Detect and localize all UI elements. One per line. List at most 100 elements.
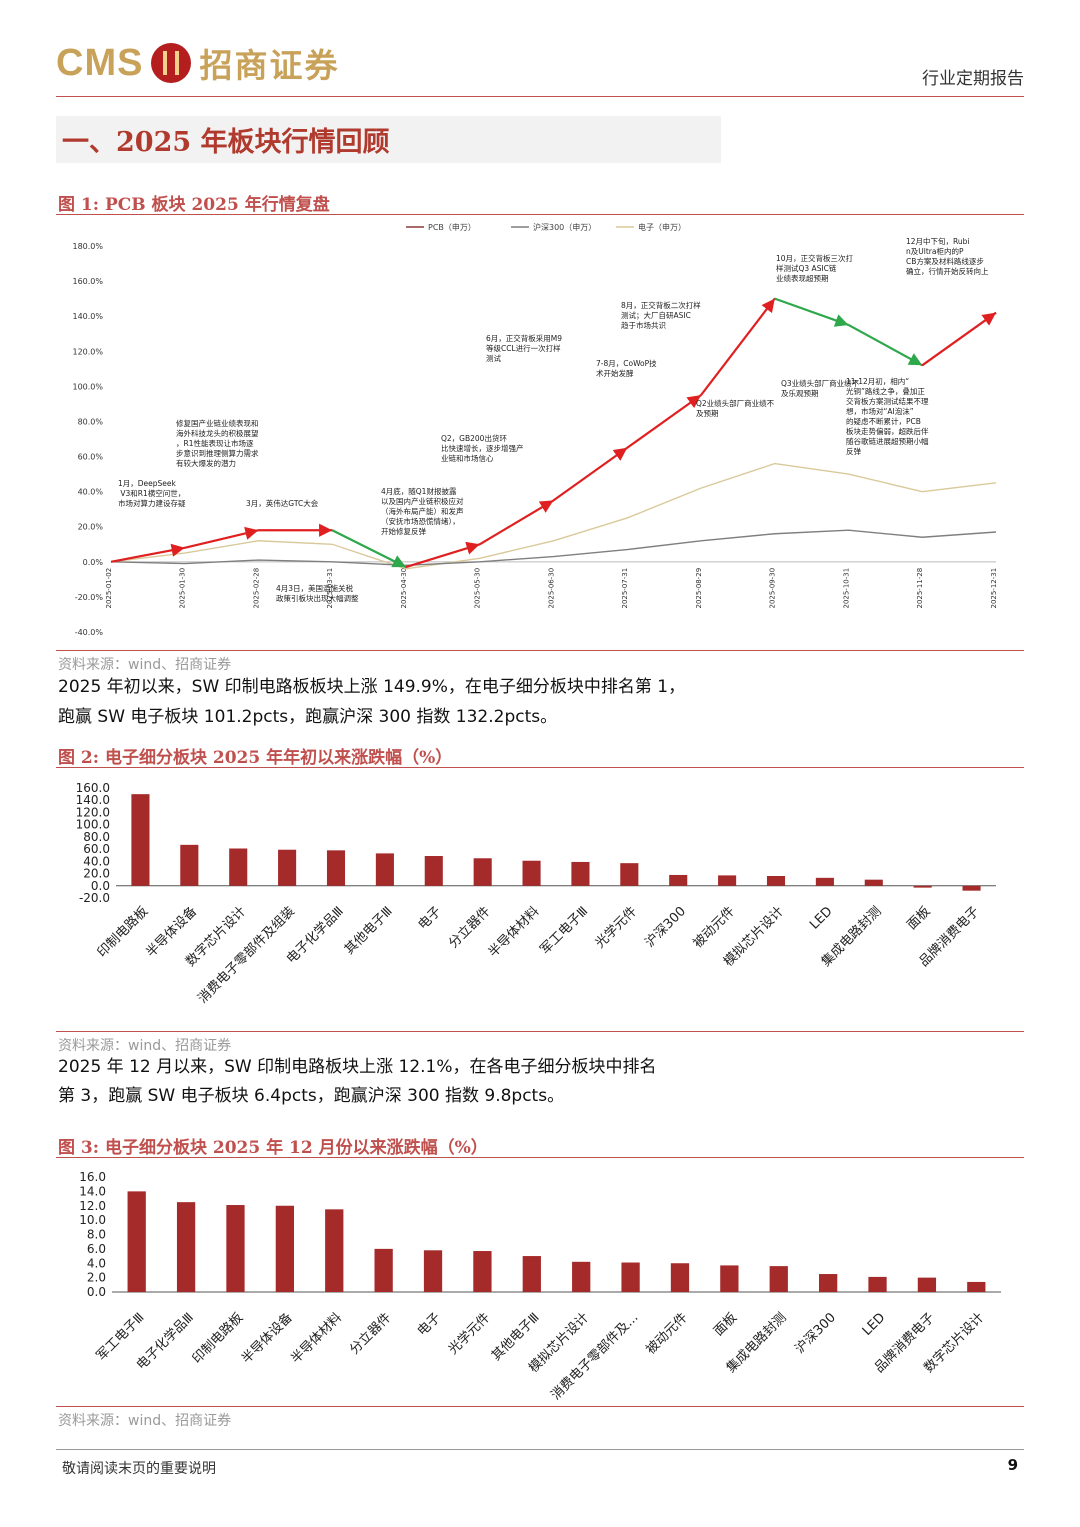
chart-annotation: Q3业绩头部厂商业绩不及乐观预期: [781, 378, 860, 398]
logo-text-cn: 招商证券: [199, 46, 340, 85]
category-label: 光学元件: [445, 1310, 493, 1358]
footer-note: 敬请阅读末页的重要说明: [62, 1461, 216, 1477]
section-title-background: [56, 116, 721, 163]
bar: [967, 1281, 986, 1292]
chart-annotation: 12月中下旬，Rubi n及Ultra柜内的P CB方案及材料路线逐步确立，行情开始…: [906, 236, 989, 276]
chart-annotation: 修复国产业链业绩表现和海外科技龙头的积极展望，R1性能表现让市场逐步意识到推理侧…: [176, 418, 259, 468]
uptrend-arrow: [405, 541, 481, 569]
y-tick-label: 20.0%: [78, 523, 104, 532]
footer-divider: [56, 1449, 1024, 1450]
bar: [913, 885, 932, 888]
uptrend-arrow: [479, 499, 555, 546]
uptrend-arrow: [921, 311, 997, 367]
category-label: 被动元件: [643, 1310, 690, 1357]
legend-label: 沪深300（申万）: [533, 222, 596, 232]
bar: [127, 1191, 146, 1292]
bar: [275, 1205, 294, 1292]
chart-annotation: 8月，正交背板二次打样测试；大厂自研ASIC 趋于市场共识: [621, 300, 701, 330]
y-tick-label: 14.0: [79, 1184, 106, 1198]
category-label: 分立器件: [446, 904, 493, 951]
figure3-bottom-rule: [56, 1406, 1024, 1407]
y-tick-label: -40.0%: [75, 628, 104, 637]
chart-annotation: 1月，DeepSeek V3和R1横空问世，市场对算力建设存疑: [118, 479, 186, 508]
category-label: 半导体材料: [486, 904, 543, 961]
category-label: 军工电子Ⅲ: [538, 904, 592, 958]
y-tick-label: 160.0%: [72, 277, 103, 286]
category-label: 分立器件: [347, 1310, 394, 1357]
downtrend-arrow: [847, 323, 923, 367]
bar: [571, 861, 590, 886]
page-number: 9: [1007, 1456, 1018, 1474]
figure3-top-rule: [56, 1157, 1024, 1158]
chart-annotation: 6月，正交背板采用M9 等级CCL进行一次打样测试: [486, 333, 562, 363]
y-tick-label: 10.0: [79, 1213, 106, 1227]
logo-seal-icon: [151, 43, 192, 83]
category-label: 沪深300: [792, 1310, 839, 1357]
bar: [766, 876, 786, 886]
bar: [226, 1205, 245, 1292]
paragraph-2-line-1: 2025 年 12 月以来，SW 印制电路板块上涨 12.1%，在各电子细分板块…: [58, 1057, 657, 1077]
uptrend-arrow: [184, 526, 259, 549]
category-label: 印制电路板: [94, 903, 151, 960]
y-tick-label: 20.0: [83, 867, 110, 881]
bar: [473, 1251, 492, 1292]
category-label: 电子: [416, 904, 445, 933]
paragraph-1-line-2: 跑赢 SW 电子板块 101.2pcts，跑赢沪深 300 指数 132.2pc…: [58, 707, 558, 727]
x-tick-label: 2025-01-30: [179, 568, 187, 609]
chart-annotation: 11-12月初，相内“光铜”路线之争，叠加正交背板方案测试结果不理想，市场对“A…: [846, 376, 929, 456]
bar: [815, 877, 834, 886]
category-label: 电子: [415, 1310, 444, 1339]
y-tick-label: 100.0: [76, 818, 110, 832]
y-tick-label: 6.0: [87, 1242, 106, 1256]
chart-annotation: 7-8月，CoWoP技术开始发酵: [596, 358, 657, 378]
uptrend-arrow: [700, 297, 776, 396]
category-label: 半导体设备: [238, 1310, 295, 1367]
paragraph-2-line-2: 第 3，跑赢 SW 电子板块 6.4pcts，跑赢沪深 300 指数 9.8pc…: [58, 1086, 565, 1106]
figure1-bottom-rule: [56, 650, 1024, 651]
bar: [620, 863, 639, 886]
y-tick-label: 180.0%: [72, 242, 103, 251]
chart-annotation: 10月，正交背板三次打样测试Q3 ASIC链业绩表现超预期: [776, 253, 854, 283]
y-tick-label: 0.0: [87, 1285, 106, 1299]
y-tick-label: 8.0: [87, 1228, 106, 1242]
y-tick-label: 120.0: [76, 805, 110, 819]
chart-annotation: 3月，英伟达GTC大会: [246, 498, 319, 508]
category-label: 被动元件: [691, 904, 738, 951]
y-tick-label: 4.0: [87, 1256, 106, 1270]
x-tick-label: 2025-10-31: [843, 568, 851, 609]
document-type: 行业定期报告: [922, 69, 1024, 89]
bar: [670, 1263, 690, 1292]
figure1-top-rule: [56, 214, 1024, 215]
uptrend-arrow: [626, 394, 702, 449]
bar: [769, 1266, 788, 1292]
category-label: 消费电子零部件及...: [548, 1310, 641, 1403]
y-tick-label: 120.0%: [72, 347, 103, 356]
bar: [819, 1274, 838, 1292]
x-tick-label: 2025-07-31: [621, 568, 629, 609]
y-tick-label: -20.0: [79, 891, 110, 905]
bar: [131, 794, 150, 886]
bar: [868, 1276, 887, 1292]
bar: [864, 879, 883, 886]
x-tick-label: 2025-08-29: [695, 568, 703, 609]
x-tick-label: 2025-12-31: [990, 568, 998, 609]
bar: [180, 844, 199, 886]
bar: [374, 1248, 393, 1292]
chart-annotation: 4月3日，美国滥施关税政策引板块出现大幅调整: [276, 583, 359, 603]
uptrend-arrow: [552, 446, 628, 502]
y-tick-label: -20.0%: [75, 593, 104, 602]
category-label: 印制电路板: [189, 1310, 246, 1367]
x-tick-label: 2025-09-30: [769, 568, 777, 609]
bar: [278, 849, 297, 886]
chart-annotation: 4月底，随Q1财报披露以及国内产业链积极应对（海外布局产能）和发声（安抚市场恐慌…: [381, 486, 464, 536]
y-tick-label: 140.0%: [72, 312, 103, 321]
category-label: 光学元件: [592, 903, 640, 951]
figure3-title: 图 3: 电子细分板块 2025 年 12 月份以来涨跌幅（%）: [58, 1138, 488, 1158]
y-tick-label: 40.0%: [78, 488, 104, 497]
figure3-source: 资料来源：wind、招商证券: [58, 1413, 232, 1429]
cms-logo: CMS 招商证券: [56, 38, 339, 88]
y-tick-label: 60.0: [83, 842, 110, 856]
bar: [572, 1261, 591, 1292]
figure1-title: 图 1: PCB 板块 2025 年行情复盘: [58, 195, 330, 215]
legend-label: 电子（申万）: [638, 222, 686, 232]
